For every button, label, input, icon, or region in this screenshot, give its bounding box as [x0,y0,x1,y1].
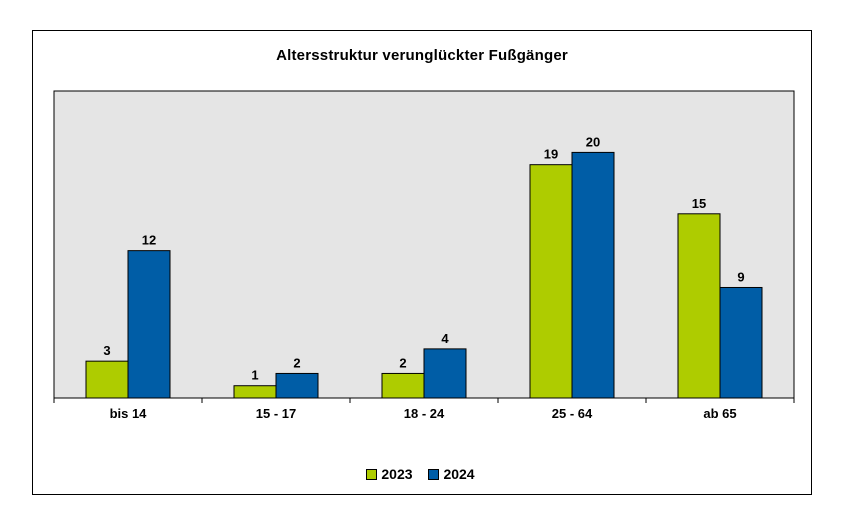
x-tick-label-1: 15 - 17 [256,406,296,421]
bar-2023-4 [677,213,721,399]
data-label-2023-1: 1 [251,368,258,383]
bar-2023-2 [381,372,425,399]
legend: 2023 2024 [0,466,841,483]
data-label-2024-2: 4 [441,331,449,346]
legend-swatch-2023 [366,468,378,480]
bar-2023-3 [529,164,573,399]
bar-2024-0 [127,250,171,399]
data-label-2024-1: 2 [293,355,300,370]
legend-label-2023: 2023 [381,466,413,482]
x-tick-label-4: ab 65 [703,406,736,421]
data-label-2023-2: 2 [399,355,406,370]
bar-2024-1 [275,372,319,399]
data-label-2024-4: 9 [737,269,744,284]
legend-label-2024: 2024 [443,466,475,482]
data-label-2024-0: 12 [142,233,156,248]
legend-item-2023: 2023 [366,466,413,482]
bar-2023-1 [233,385,277,399]
data-label-2023-0: 3 [103,343,110,358]
data-label-2024-3: 20 [586,134,600,149]
bar-2024-4 [719,286,763,399]
data-label-2023-4: 15 [692,196,706,211]
bar-2023-0 [85,360,129,399]
legend-swatch-2024 [428,468,440,480]
data-label-2023-3: 19 [544,147,558,162]
x-tick-label-2: 18 - 24 [404,406,445,421]
bar-2024-2 [423,348,467,399]
x-tick-label-3: 25 - 64 [552,406,593,421]
x-tick-label-0: bis 14 [110,406,148,421]
bar-2024-3 [571,151,615,399]
legend-item-2024: 2024 [428,466,475,482]
chart-title: Altersstruktur verunglückter Fußgänger [276,47,568,64]
plot-area [53,90,795,399]
